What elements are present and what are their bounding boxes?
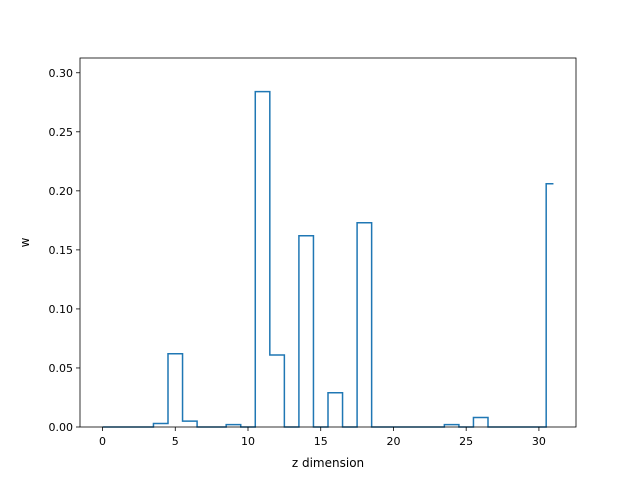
y-tick-label: 0.30 [49, 67, 74, 80]
y-tick-label: 0.00 [49, 421, 74, 434]
y-tick-label: 0.25 [49, 126, 74, 139]
x-tick-label: 0 [99, 435, 106, 448]
y-tick-label: 0.05 [49, 362, 74, 375]
y-axis-label: w [18, 237, 32, 247]
x-tick-label: 20 [386, 435, 400, 448]
y-tick-label: 0.15 [49, 244, 74, 257]
x-axis-label: z dimension [292, 456, 364, 470]
axes-frame [79, 57, 577, 428]
x-tick-label: 15 [314, 435, 328, 448]
x-tick-label: 30 [532, 435, 546, 448]
x-tick-label: 5 [172, 435, 179, 448]
y-tick-label: 0.10 [49, 303, 74, 316]
x-tick-label: 10 [241, 435, 255, 448]
axes: 0 5 10 15 20 25 30 0.00 0.05 0.10 0.15 0.20 0.25 0.30 [49, 57, 577, 448]
x-tick-label: 25 [459, 435, 473, 448]
y-tick-label: 0.20 [49, 185, 74, 198]
